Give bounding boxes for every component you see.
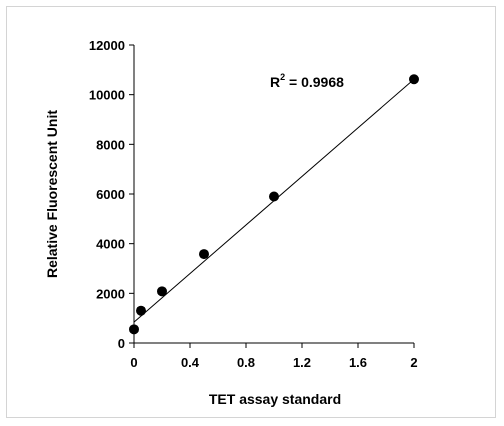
data-point xyxy=(199,249,209,260)
y-tick-label: 10000 xyxy=(89,88,125,103)
data-point xyxy=(409,74,419,85)
r-squared-annotation: R2 = 0.9968 xyxy=(270,72,344,90)
y-axis-title: Relative Fluorescent Unit xyxy=(44,110,60,278)
y-tick-label: 4000 xyxy=(96,237,125,252)
data-point xyxy=(129,324,139,335)
data-point xyxy=(136,305,146,316)
y-tick-labels: 0 2000 4000 6000 8000 10000 12000 xyxy=(89,38,125,351)
y-tick-label: 12000 xyxy=(89,38,125,53)
y-tick-label: 0 xyxy=(118,336,125,351)
y-tick-label: 6000 xyxy=(96,187,125,202)
y-tick-label: 8000 xyxy=(96,137,125,152)
y-tick-label: 2000 xyxy=(96,286,125,301)
x-tick-labels: 0 0.4 0.8 1.2 1.6 2 xyxy=(130,355,417,370)
axes xyxy=(129,44,415,348)
x-tick-label: 1.2 xyxy=(293,355,311,370)
data-point xyxy=(157,286,167,297)
x-tick-label: 0.8 xyxy=(237,355,255,370)
data-point xyxy=(269,191,279,202)
data-points xyxy=(129,74,419,335)
x-tick-label: 1.6 xyxy=(349,355,367,370)
x-axis-title: TET assay standard xyxy=(209,391,341,407)
x-tick-label: 0.4 xyxy=(181,355,200,370)
x-tick-label: 0 xyxy=(130,355,137,370)
x-tick-label: 2 xyxy=(410,355,417,370)
